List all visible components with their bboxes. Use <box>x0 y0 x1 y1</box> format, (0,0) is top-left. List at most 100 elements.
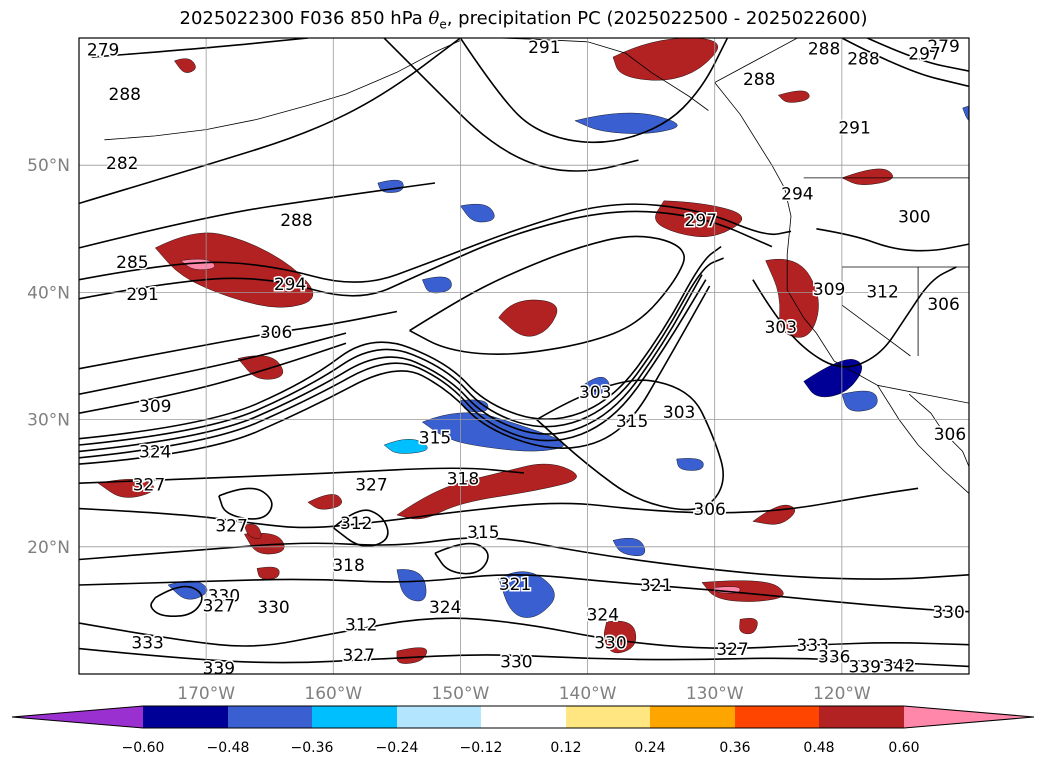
contour-line-13 <box>79 487 919 529</box>
contour-label: 306 <box>927 295 959 315</box>
contour-line-12 <box>79 467 525 484</box>
precip-cell-17 <box>97 479 155 498</box>
contour-label: 327 <box>716 640 748 660</box>
colorbar-outline <box>11 705 1035 729</box>
contour-label: 315 <box>467 523 499 543</box>
precip-cell-33 <box>841 168 893 185</box>
theta-e-contours <box>79 38 969 668</box>
contour-line-2 <box>79 274 703 453</box>
precip-cell-32 <box>580 377 610 396</box>
y-tick-label: 20°N <box>27 538 70 558</box>
precip-cell-11 <box>701 580 784 602</box>
y-tick-label: 30°N <box>27 411 70 431</box>
contour-label: 324 <box>587 605 619 625</box>
contour-label: 306 <box>693 500 725 520</box>
colorbar-tick-label: 0.36 <box>719 740 750 756</box>
x-tick-label: 150°W <box>432 684 490 704</box>
y-tick-label: 50°N <box>27 156 70 176</box>
contour-line-0 <box>79 245 722 440</box>
contour-line-19 <box>536 379 724 511</box>
map-border <box>78 37 970 675</box>
contour-label: 288 <box>808 39 840 59</box>
colorbar-tick-label: 0.60 <box>888 740 919 756</box>
contour-label: 321 <box>499 575 531 595</box>
colorbar-segment-8 <box>735 706 819 728</box>
colorbar-tick-label: −0.48 <box>207 740 250 756</box>
colorbar-extend-low <box>12 706 143 728</box>
contour-line-15 <box>79 574 969 613</box>
contour-label: 342 <box>883 656 915 676</box>
coastline-3 <box>498 38 709 111</box>
precip-cell-3 <box>421 412 565 452</box>
contour-line-29 <box>866 38 969 72</box>
contour-line-17 <box>79 647 969 668</box>
colorbar-segment-7 <box>650 706 735 728</box>
colorbar-segment-2 <box>228 706 312 728</box>
precip-cell-21 <box>460 203 495 223</box>
contour-label: 300 <box>898 207 930 227</box>
y-tick-label: 40°N <box>27 283 70 303</box>
precip-cell-16 <box>237 355 284 380</box>
colorbar-tick-label: −0.36 <box>291 740 334 756</box>
precipitation-layer <box>97 38 969 664</box>
contour-line-11 <box>79 182 436 249</box>
x-tick-label: 140°W <box>559 684 617 704</box>
precip-cell-2 <box>498 299 558 337</box>
contour-line-10 <box>79 38 461 205</box>
contour-label: 291 <box>126 285 158 305</box>
colorbar-tick-label: 0.12 <box>550 740 581 756</box>
precip-cell-37 <box>244 523 262 539</box>
contour-label: 303 <box>663 403 695 423</box>
colorbar-segment-6 <box>566 706 650 728</box>
contour-label: 282 <box>106 154 138 174</box>
title-prefix: 2025022300 F036 850 hPa <box>179 8 429 29</box>
contour-line-16 <box>79 617 969 650</box>
precip-cell-13 <box>739 618 758 635</box>
x-tick-label: 120°W <box>813 684 871 704</box>
contour-label: 321 <box>640 576 672 596</box>
contour-line-9 <box>79 342 347 414</box>
contour-label: 327 <box>355 476 387 496</box>
colorbar-tick-label: −0.60 <box>122 740 165 756</box>
contour-label: 333 <box>131 633 163 653</box>
contour-label: 315 <box>419 429 451 449</box>
contour-label: 324 <box>429 598 461 618</box>
colorbar-tick-label: 0.24 <box>634 740 665 756</box>
contour-label: 312 <box>345 616 377 636</box>
precip-cell-18 <box>167 580 208 600</box>
colorbar-segment-3 <box>312 706 397 728</box>
contour-label: 303 <box>579 383 611 403</box>
contour-line-26 <box>218 487 273 520</box>
contour-label: 330 <box>932 603 964 623</box>
precip-cell-24 <box>841 390 878 412</box>
map-frame <box>78 37 970 675</box>
precip-cell-14 <box>603 620 637 654</box>
contour-label: 291 <box>838 118 870 138</box>
coastline-0 <box>714 38 969 494</box>
map-background <box>79 38 969 674</box>
contour-line-27 <box>434 542 489 575</box>
precip-cell-20 <box>396 569 427 602</box>
contour-line-25 <box>332 509 389 547</box>
contour-line-18 <box>150 585 203 617</box>
contour-label: 297 <box>685 211 717 231</box>
x-tick-label: 130°W <box>686 684 744 704</box>
contour-line-3 <box>79 279 707 459</box>
contour-label: 327 <box>215 516 247 536</box>
contour-label: 279 <box>87 41 119 61</box>
contour-line-28 <box>91 38 308 58</box>
contour-label: 330 <box>594 633 626 653</box>
contour-label: 339 <box>203 659 235 679</box>
contour-label: 318 <box>332 556 364 576</box>
colorbar-tick-label: −0.24 <box>376 740 419 756</box>
precip-cell-25 <box>962 105 969 121</box>
contour-line-20 <box>409 235 685 355</box>
contour-label: 327 <box>203 597 235 617</box>
x-axis-ticks: 170°W 160°W 150°W 140°W 130°W 120°W <box>177 684 871 704</box>
contour-label: 339 <box>849 658 881 678</box>
contour-label: 303 <box>765 318 797 338</box>
colorbar-tick-label: 0.48 <box>803 740 834 756</box>
contour-label: 327 <box>133 476 165 496</box>
